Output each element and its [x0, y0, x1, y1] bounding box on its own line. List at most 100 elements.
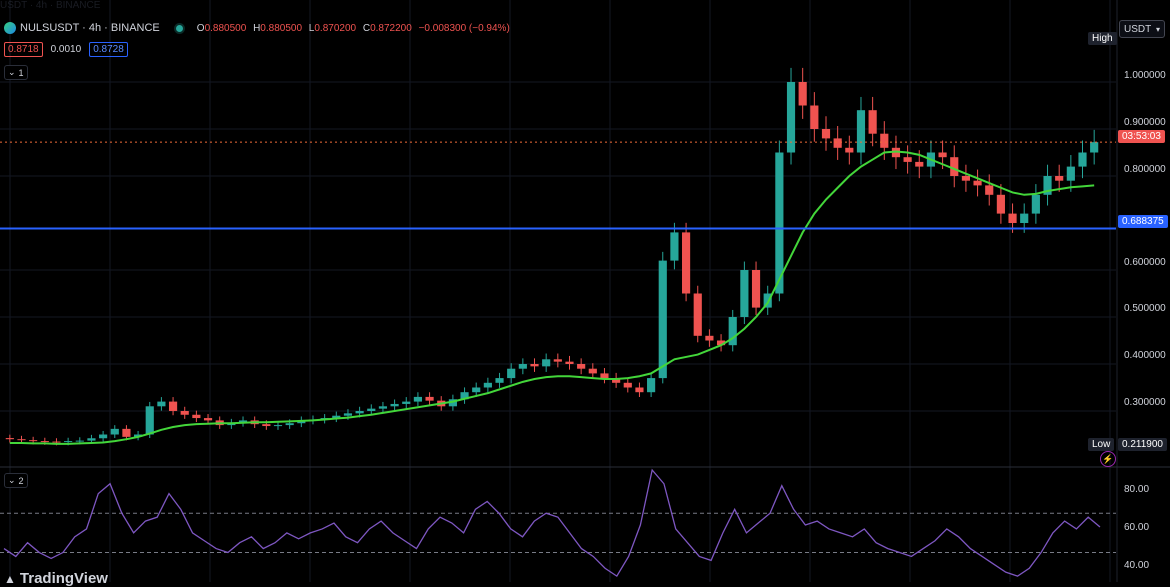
- candle-body: [775, 152, 784, 294]
- candle-body: [1031, 194, 1040, 214]
- candle-body: [856, 110, 866, 153]
- candle-body: [64, 441, 73, 443]
- price-tick: 1.000000: [1124, 70, 1166, 81]
- currency-select[interactable]: USDT ▾: [1119, 20, 1165, 38]
- candle-body: [821, 129, 831, 139]
- ohlc-values: O0.880500 H0.880500 L0.870200 C0.872200 …: [197, 23, 510, 34]
- candle-body: [786, 82, 796, 153]
- candle-body: [518, 364, 527, 369]
- candle-body: [75, 440, 84, 442]
- rsi-pane-toggle[interactable]: ⌄ 2: [4, 473, 28, 488]
- candle-body: [670, 232, 679, 261]
- candle-body: [122, 428, 131, 437]
- candle-body: [1066, 166, 1075, 181]
- candle-body: [845, 147, 854, 153]
- chevron-down-icon: ⌄: [8, 67, 16, 77]
- candle-body: [938, 152, 947, 158]
- ghost-header: USDT · 4h · BINANCE: [0, 0, 100, 11]
- ask-button[interactable]: 0.8728: [89, 42, 128, 57]
- currency-label: USDT: [1124, 23, 1152, 35]
- candle-body: [285, 423, 294, 426]
- price-tick: 0.400000: [1124, 350, 1166, 361]
- candle-body: [880, 133, 889, 148]
- candle-body: [472, 387, 481, 393]
- candle-body: [728, 317, 737, 346]
- candle-body: [623, 382, 632, 388]
- countdown-tag: 03:53:03: [1118, 130, 1165, 143]
- candle-body: [1078, 152, 1087, 167]
- candle-body: [507, 368, 516, 379]
- candle-body: [950, 157, 959, 176]
- candle-body: [192, 414, 201, 419]
- symbol-legend[interactable]: NULSUSDT · 4h · BINANCE O0.880500 H0.880…: [4, 22, 510, 34]
- price-tick: 0.300000: [1124, 397, 1166, 408]
- candle-body: [355, 411, 364, 414]
- candle-body: [868, 110, 877, 134]
- candle-body: [448, 399, 457, 407]
- main-pane-number: 1: [18, 67, 24, 78]
- candle-body: [378, 406, 388, 409]
- candle-body: [716, 340, 726, 346]
- candle-body: [52, 441, 61, 443]
- bid-ask-row: 0.8718 0.0010 0.8728: [4, 42, 128, 57]
- candle-body: [705, 335, 714, 341]
- main-pane-toggle[interactable]: ⌄ 1: [4, 65, 28, 80]
- high-value: 0.880500: [260, 22, 303, 34]
- candle-body: [203, 418, 213, 421]
- candle-body: [1020, 213, 1029, 223]
- candle-body: [833, 138, 842, 148]
- candle-body: [810, 105, 819, 129]
- lightning-icon[interactable]: ⚡: [1100, 451, 1116, 467]
- candle-body: [553, 359, 562, 362]
- candle-body: [647, 378, 656, 393]
- candle-body: [238, 420, 248, 423]
- low-tag: Low: [1088, 438, 1115, 451]
- hline-value-tag[interactable]: 0.688375: [1118, 215, 1168, 228]
- price-tick: 0.900000: [1124, 117, 1166, 128]
- candle-body: [996, 194, 1005, 214]
- candle-body: [40, 441, 49, 443]
- candle-body: [612, 378, 621, 383]
- candle-body: [99, 434, 108, 439]
- candle-body: [157, 401, 166, 407]
- green-dot-icon: [175, 24, 183, 32]
- low-value: 0.870200: [314, 22, 357, 34]
- price-tick: 0.500000: [1124, 303, 1166, 314]
- candle-body: [588, 368, 597, 374]
- nuls-logo-icon: [4, 22, 16, 34]
- low-value-tag: 0.211900: [1118, 438, 1167, 451]
- open-value: 0.880500: [204, 22, 247, 34]
- candle-body: [530, 364, 539, 367]
- tv-brand-icon: ▲: [4, 571, 16, 586]
- candle-body: [413, 396, 422, 402]
- candle-body: [915, 161, 924, 167]
- candle-body: [1043, 176, 1052, 195]
- low-label: L: [308, 22, 315, 34]
- candle-body: [1090, 142, 1099, 153]
- candle-body: [402, 401, 411, 404]
- candle-body: [495, 378, 504, 383]
- candle-body: [740, 270, 749, 317]
- bid-button[interactable]: 0.8718: [4, 42, 43, 57]
- candle-body: [343, 413, 353, 416]
- candle-body: [693, 293, 702, 336]
- candle-body: [483, 382, 492, 388]
- open-label: O: [196, 22, 205, 34]
- price-tick: 0.600000: [1124, 257, 1166, 268]
- symbol-title[interactable]: NULSUSDT · 4h · BINANCE: [20, 22, 160, 34]
- candle-body: [763, 293, 772, 308]
- candle-body: [565, 361, 574, 364]
- candle-body: [1055, 176, 1064, 181]
- candle-body: [332, 415, 341, 419]
- candle-body: [262, 424, 271, 427]
- rsi-tick: 80.00: [1124, 484, 1150, 495]
- candle-body: [682, 232, 691, 294]
- candle-body: [180, 411, 189, 415]
- candle-body: [17, 439, 26, 441]
- close-value: 0.872200: [370, 22, 412, 34]
- close-label: C: [362, 22, 371, 34]
- candle-body: [390, 403, 399, 407]
- candle-body: [577, 364, 586, 369]
- candle-body: [367, 408, 376, 411]
